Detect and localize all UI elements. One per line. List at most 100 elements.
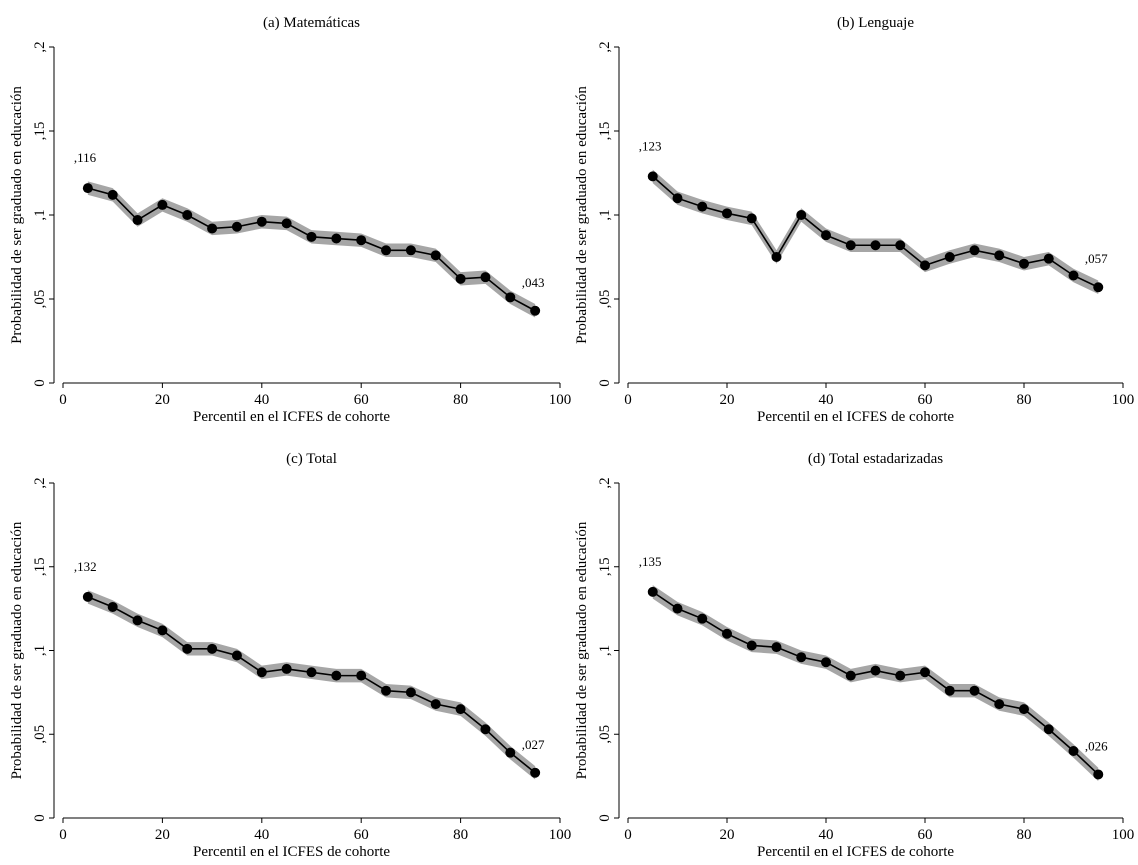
data-point: [157, 625, 168, 636]
data-point: [430, 699, 441, 710]
data-label: ,123: [639, 138, 662, 153]
data-point: [895, 240, 906, 251]
x-tick-label: 20: [720, 392, 735, 408]
x-tick-label: 80: [453, 392, 468, 408]
chart-panel-3: (d) Total estadarizadas 0 20 40 60 80 100 0 ,05,…: [574, 451, 1134, 860]
data-point: [1068, 270, 1079, 281]
data-point: [994, 699, 1005, 710]
x-tick-label: 100: [549, 392, 572, 408]
y-tick-label: ,05: [32, 290, 48, 309]
x-tick-label: 60: [918, 392, 933, 408]
y-tick-label: ,15: [32, 122, 48, 141]
data-point: [1019, 704, 1029, 715]
data-point: [969, 245, 980, 256]
x-tick-label: 40: [819, 392, 834, 408]
data-point: [455, 273, 466, 284]
data-point: [845, 240, 856, 251]
y-axis-label: Probabilidad de ser graduado en educació…: [574, 86, 590, 344]
chart-panel-2: (c) Total 0 20 40 60 80 100 0 ,05 ,1 ,15 ,2 Percenti…: [9, 451, 571, 860]
x-tick-label: 100: [1112, 827, 1135, 843]
data-point: [870, 240, 881, 251]
x-tick-label: 20: [155, 392, 170, 408]
x-tick-label: 80: [1017, 392, 1032, 408]
data-point: [405, 245, 416, 256]
data-point: [207, 223, 218, 234]
data-point: [1043, 253, 1054, 264]
data-point: [505, 292, 516, 303]
data-point: [281, 663, 292, 674]
chart-panel-0: (a) Matemáticas 0 20 40 60 80 100 0 ,05 ,1 ,15 ,2 Pe…: [9, 15, 571, 425]
y-tick-label: ,15: [597, 122, 613, 141]
data-point: [821, 230, 831, 241]
data-point: [845, 670, 856, 681]
y-tick-label: ,1: [32, 209, 48, 220]
x-tick-label: 100: [1112, 392, 1135, 408]
data-label: ,043: [522, 275, 545, 290]
chart-title: (c) Total: [286, 451, 337, 467]
data-point: [430, 250, 441, 261]
data-point: [405, 687, 416, 698]
y-tick-label: ,05: [32, 725, 48, 744]
y-tick-label: 0: [597, 814, 613, 822]
x-tick-label: 40: [819, 827, 834, 843]
data-point: [746, 640, 757, 651]
confidence-band: [87, 590, 536, 780]
data-point: [722, 628, 732, 639]
data-label: ,116: [74, 150, 97, 165]
data-label: ,132: [74, 559, 97, 574]
data-point: [821, 657, 831, 668]
data-point: [969, 685, 980, 696]
y-tick-label: 0: [597, 379, 613, 387]
series-line: [652, 591, 1099, 776]
chart-title: (d) Total estadarizadas: [808, 451, 943, 467]
y-axis-label: Probabilidad de ser graduado en educació…: [9, 86, 25, 344]
data-point: [331, 233, 342, 244]
y-tick-label: ,2: [597, 477, 613, 488]
y-tick-label: ,2: [32, 477, 48, 488]
data-point: [647, 171, 658, 182]
data-point: [182, 210, 193, 220]
y-tick-label: ,2: [597, 41, 613, 52]
data-point: [107, 189, 118, 200]
data-point: [381, 685, 392, 696]
data-label: ,027: [522, 737, 545, 752]
data-point: [231, 221, 242, 232]
data-point: [1093, 769, 1104, 780]
chart-title: (b) Lenguaje: [837, 15, 914, 31]
y-tick-label: ,1: [597, 209, 613, 220]
x-tick-label: 100: [549, 827, 572, 843]
data-point: [895, 670, 906, 681]
data-point: [920, 667, 930, 678]
confidence-band: [652, 585, 1099, 782]
chart-panel-1: (b) Lenguaje 0 20 40 60 80 100 0 ,05 ,1 ,15 ,2 Perce…: [574, 15, 1134, 425]
data-point: [920, 260, 930, 271]
data-point: [796, 210, 807, 220]
x-axis-label: Percentil en el ICFES de cohorte: [757, 409, 954, 425]
data-point: [771, 642, 782, 653]
x-tick-label: 0: [59, 827, 67, 843]
data-point: [331, 670, 342, 681]
data-point: [530, 767, 541, 778]
data-point: [672, 193, 683, 204]
x-tick-label: 60: [918, 827, 933, 843]
data-point: [480, 724, 491, 735]
data-point: [944, 685, 955, 696]
data-point: [107, 601, 118, 612]
data-point: [672, 603, 683, 614]
data-point: [306, 231, 317, 242]
y-axis-label: Probabilidad de ser graduado en educació…: [574, 521, 590, 779]
data-label: ,026: [1085, 738, 1108, 753]
y-tick-label: ,1: [32, 645, 48, 656]
y-tick-label: ,1: [597, 645, 613, 656]
data-point: [944, 252, 955, 262]
data-point: [281, 218, 292, 229]
data-point: [1019, 258, 1029, 269]
data-point: [306, 667, 317, 678]
x-tick-label: 60: [354, 392, 369, 408]
x-tick-label: 80: [453, 827, 468, 843]
data-point: [132, 215, 143, 226]
data-point: [870, 665, 881, 676]
data-point: [82, 591, 93, 602]
confidence-band: [652, 169, 1099, 294]
data-point: [381, 245, 392, 256]
